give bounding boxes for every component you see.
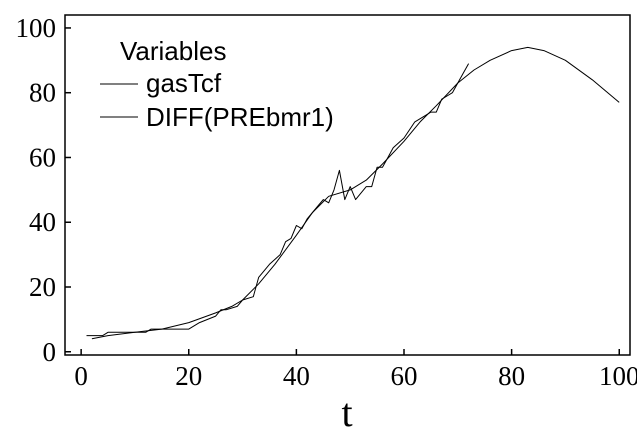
y-axis: 0 20 40 60 80 100: [16, 13, 71, 367]
x-axis: 0 20 40 60 80 100: [74, 349, 637, 391]
x-tick-label-80: 80: [498, 361, 525, 391]
series-line-diff-prebmr1: [86, 63, 470, 337]
legend-entry-diff: DIFF(PREbmr1): [146, 102, 334, 132]
x-axis-title: t: [341, 390, 352, 430]
y-tick-label-40: 40: [29, 207, 56, 237]
plot-frame: [64, 14, 631, 356]
series-layer: [86, 46, 620, 340]
x-tick-label-100: 100: [599, 361, 637, 391]
x-tick-label-0: 0: [74, 361, 88, 391]
x-tick-label-60: 60: [391, 361, 418, 391]
y-tick-label-0: 0: [43, 337, 57, 367]
y-tick-label-100: 100: [16, 13, 57, 43]
x-tick-label-40: 40: [283, 361, 310, 391]
y-tick-label-60: 60: [29, 142, 56, 172]
y-tick-label-20: 20: [29, 272, 56, 302]
legend: Variables gasTcf DIFF(PREbmr1): [100, 36, 334, 132]
legend-title: Variables: [120, 36, 226, 66]
x-tick-label-20: 20: [175, 361, 202, 391]
y-tick-label-80: 80: [29, 78, 56, 108]
series-line-gasTcf: [91, 46, 620, 340]
legend-entry-gasTcf: gasTcf: [146, 68, 222, 98]
